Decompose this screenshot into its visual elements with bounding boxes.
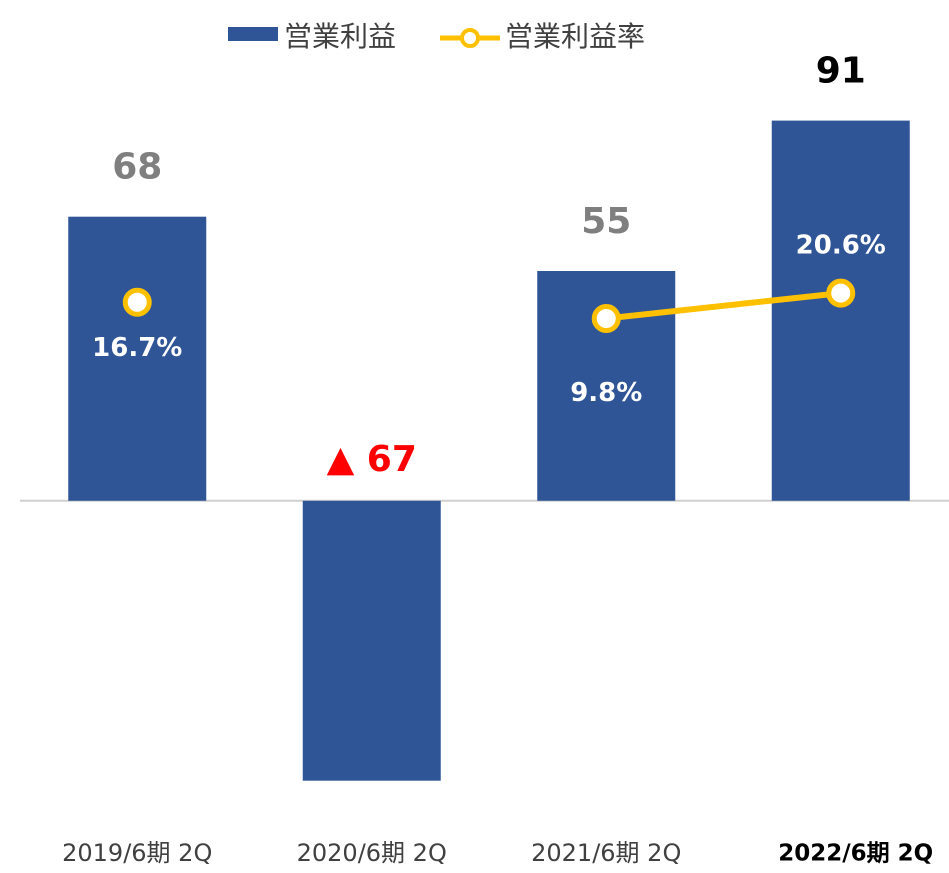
x-tick-label: 2020/6期 2Q bbox=[297, 839, 447, 867]
legend: 営業利益 営業利益率 bbox=[228, 20, 645, 53]
bar bbox=[68, 216, 207, 501]
legend-bar-swatch bbox=[228, 27, 278, 41]
x-tick-label: 2022/6期 2Q bbox=[778, 841, 933, 867]
bar bbox=[302, 500, 441, 781]
bar-value-label: ▲ 67 bbox=[327, 439, 417, 480]
legend-label: 営業利益 bbox=[284, 20, 396, 53]
line-value-label: 20.6% bbox=[796, 231, 886, 261]
x-tick-label: 2021/6期 2Q bbox=[531, 839, 681, 867]
x-tick-label: 2019/6期 2Q bbox=[62, 839, 212, 867]
bar-value-label: 55 bbox=[581, 201, 631, 242]
line bbox=[605, 290, 842, 322]
line-point bbox=[826, 278, 856, 308]
line-point bbox=[122, 287, 152, 317]
legend-label: 営業利益率 bbox=[505, 20, 645, 53]
line-value-label: 16.7% bbox=[92, 333, 182, 363]
bar-value-label: 91 bbox=[816, 51, 866, 92]
bar bbox=[771, 120, 910, 501]
legend-marker bbox=[460, 28, 480, 48]
line-value-label: 9.8% bbox=[570, 378, 642, 408]
bar-value-label: 68 bbox=[112, 147, 162, 188]
line-point bbox=[591, 303, 621, 333]
